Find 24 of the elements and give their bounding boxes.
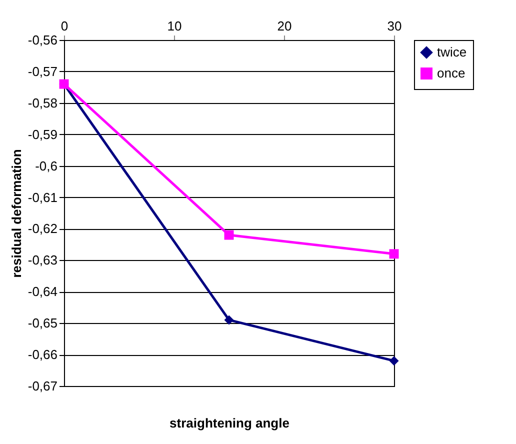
y-tick-label: -0,64 (28, 284, 58, 300)
y-tick-label: -0,65 (28, 316, 58, 331)
y-tick-label: -0,56 (28, 32, 58, 48)
y-tick-label: -0,61 (28, 190, 58, 205)
y-tick-label: -0,6 (35, 158, 58, 174)
y-tick-label: -0,58 (28, 95, 58, 110)
y-tick-label: -0,57 (28, 64, 58, 79)
legend-label: twice (437, 44, 467, 60)
x-axis-title: straightening angle (170, 416, 290, 430)
y-tick-label: -0,63 (28, 252, 58, 268)
x-tick-label: 0 (60, 18, 68, 34)
point (224, 315, 234, 325)
x-tick-label: 30 (387, 18, 402, 34)
x-tick-label: 20 (277, 18, 292, 34)
legend-label: once (437, 66, 466, 80)
point (389, 249, 399, 259)
y-axis-title: residual deformation (8, 149, 24, 278)
y-tick-label: -0,67 (28, 378, 58, 394)
x-tick-label: 10 (167, 18, 182, 34)
point (224, 230, 234, 240)
point (389, 356, 399, 366)
y-tick-label: -0,66 (28, 347, 58, 362)
y-tick-label: -0,59 (28, 126, 58, 142)
y-tick-label: -0,62 (28, 221, 58, 236)
